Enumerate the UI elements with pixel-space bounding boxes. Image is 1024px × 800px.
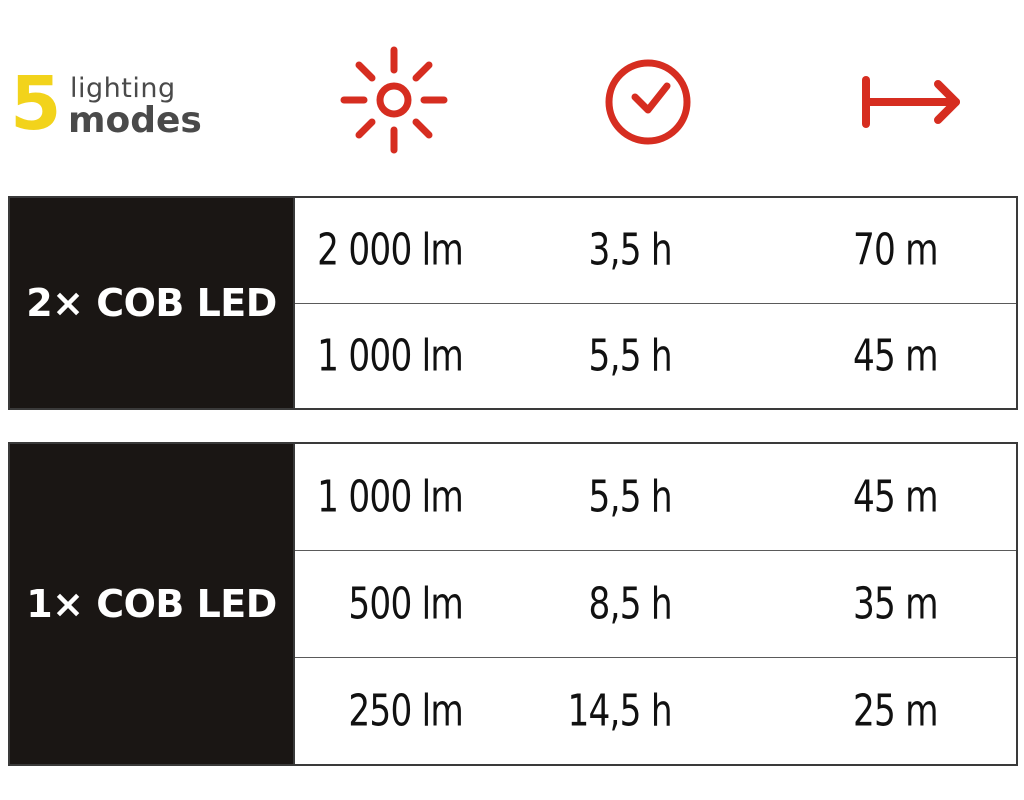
table-row: 500 lm 8,5 h 35 m xyxy=(295,551,1016,658)
runtime-value: 5,5 h xyxy=(588,471,673,523)
table-row: 250 lm 14,5 h 25 m xyxy=(295,658,1016,764)
group-rows: 1 000 lm 5,5 h 45 m 500 lm 8,5 h 35 m 25… xyxy=(293,444,1016,764)
range-value: 25 m xyxy=(853,685,939,737)
range-value: 45 m xyxy=(853,330,939,382)
clock-icon xyxy=(603,57,693,147)
distance-arrow-icon xyxy=(858,72,966,132)
runtime-value: 3,5 h xyxy=(588,224,673,276)
range-value: 35 m xyxy=(853,578,939,630)
lumens-value: 1 000 lm xyxy=(317,471,464,523)
range-value: 45 m xyxy=(853,471,939,523)
logo-word-modes: modes xyxy=(68,100,202,141)
lumens-value: 500 lm xyxy=(348,578,463,630)
lighting-modes-logo: 5 lighting modes xyxy=(10,64,240,150)
group-1x-cob-led: 1× COB LED 1 000 lm 5,5 h 45 m 500 lm 8,… xyxy=(8,442,1018,766)
lumens-value: 250 lm xyxy=(348,685,463,737)
sun-icon xyxy=(338,44,450,156)
runtime-value: 8,5 h xyxy=(588,578,673,630)
lumens-value: 2 000 lm xyxy=(317,224,464,276)
range-value: 70 m xyxy=(853,224,939,276)
lumens-value: 1 000 lm xyxy=(317,330,464,382)
group-label: 2× COB LED xyxy=(10,198,293,408)
table-row: 2 000 lm 3,5 h 70 m xyxy=(295,198,1016,304)
table-row: 1 000 lm 5,5 h 45 m xyxy=(295,444,1016,551)
group-rows: 2 000 lm 3,5 h 70 m 1 000 lm 5,5 h 45 m xyxy=(293,198,1016,408)
group-2x-cob-led: 2× COB LED 2 000 lm 3,5 h 70 m 1 000 lm … xyxy=(8,196,1018,410)
runtime-value: 5,5 h xyxy=(588,330,673,382)
table-row: 1 000 lm 5,5 h 45 m xyxy=(295,304,1016,409)
runtime-value: 14,5 h xyxy=(567,685,673,737)
logo-number: 5 xyxy=(10,61,62,147)
group-label: 1× COB LED xyxy=(10,444,293,764)
logo-word-lighting: lighting xyxy=(70,73,176,104)
